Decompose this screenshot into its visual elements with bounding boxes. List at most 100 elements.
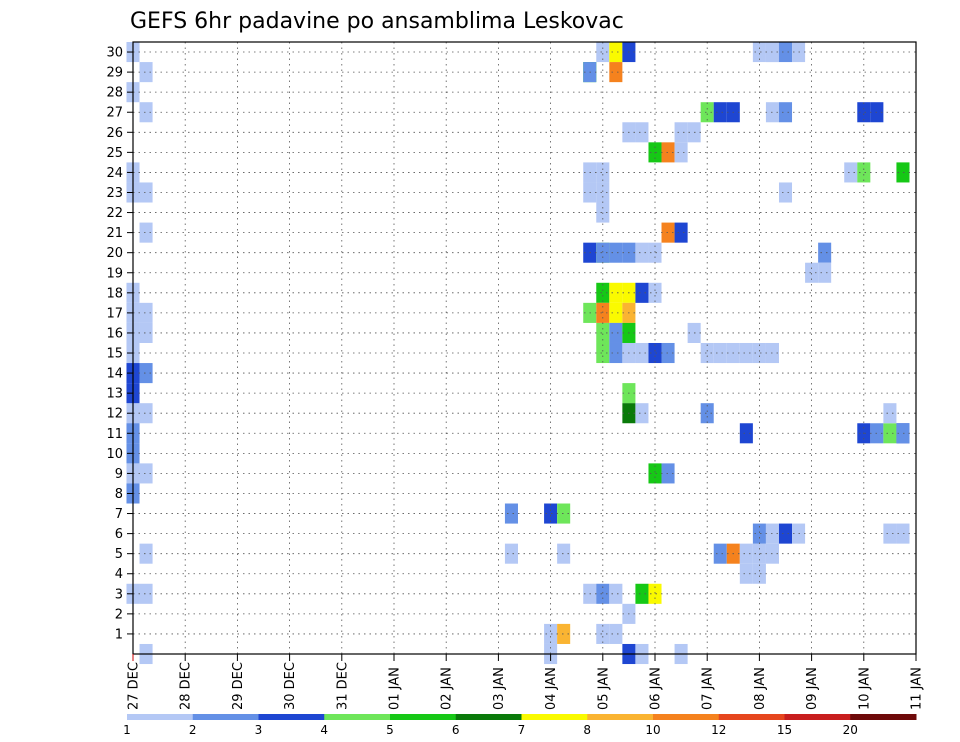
heatmap-cell [700, 403, 714, 424]
colorbar-swatch [324, 714, 391, 720]
heatmap-cell [139, 543, 153, 564]
y-tick-label: 7 [115, 507, 123, 522]
heatmap-cells [126, 42, 910, 665]
x-tick-label: 29 DEC [231, 662, 246, 710]
x-tick-label: 05 JAN [596, 667, 611, 710]
heatmap-cell [635, 583, 649, 604]
heatmap-cell [713, 543, 727, 564]
x-tick-label: 03 JAN [492, 667, 507, 710]
x-tick-label: 06 JAN [649, 667, 664, 710]
colorbar-label: 2 [189, 723, 197, 737]
heatmap-cell [739, 423, 753, 444]
heatmap-cell [596, 42, 610, 63]
heatmap-cell [635, 122, 649, 143]
heatmap-cell [778, 523, 793, 544]
heatmap-cell [609, 322, 623, 343]
heatmap-cell [635, 342, 649, 364]
x-tick-label: 02 JAN [440, 667, 455, 710]
heatmap-cell [609, 242, 623, 263]
y-tick-label: 28 [106, 86, 123, 101]
colorbar: 1 2 3 4 5 6 7 8 10 12 15 20 [123, 714, 917, 737]
x-tick-label: 07 JAN [701, 667, 716, 710]
colorbar-label: 3 [255, 723, 263, 737]
heatmap-cell [661, 463, 675, 484]
heatmap-cell [139, 583, 153, 604]
colorbar-label: 1 [123, 723, 131, 737]
colorbar-label: 8 [583, 723, 591, 737]
heatmap-cell [661, 342, 675, 364]
y-tick-label: 29 [106, 66, 123, 81]
heatmap-cell [596, 242, 610, 263]
y-tick-label: 6 [115, 527, 123, 542]
heatmap-cell [609, 623, 623, 644]
heatmap-cell [700, 102, 714, 123]
colorbar-label: 7 [518, 723, 526, 737]
heatmap-cell [596, 342, 610, 364]
y-tick-label: 10 [106, 447, 123, 462]
heatmap-cell [609, 282, 623, 303]
x-tick-label: 08 JAN [753, 667, 768, 710]
heatmap-cell [609, 42, 623, 63]
y-tick-label: 19 [106, 266, 123, 281]
heatmap-cell [139, 222, 153, 243]
colorbar-label: 15 [777, 723, 792, 737]
colorbar-label: 5 [386, 723, 394, 737]
y-tick-label: 16 [106, 326, 123, 341]
heatmap-cell [596, 583, 610, 604]
heatmap-cell [818, 242, 832, 263]
heatmap-cell [557, 623, 571, 644]
y-tick-label: 17 [106, 306, 123, 321]
heatmap-cell [739, 543, 753, 564]
heatmap-cell [752, 342, 766, 364]
heatmap-cell [596, 282, 610, 303]
heatmap-cell [778, 102, 793, 123]
colorbar-swatch [718, 714, 785, 720]
heatmap-cell [883, 523, 897, 544]
colorbar-swatch [192, 714, 259, 720]
heatmap-cell [139, 463, 153, 484]
x-tick-label: 10 JAN [857, 667, 872, 710]
y-tick-label: 25 [106, 146, 123, 161]
heatmap-cell [752, 42, 766, 63]
heatmap-cell [857, 162, 871, 183]
y-tick-label: 11 [106, 427, 123, 442]
colorbar-label: 20 [843, 723, 858, 737]
y-tick-label: 26 [106, 126, 123, 141]
colorbar-swatch [390, 714, 457, 720]
y-tick-label: 18 [106, 286, 123, 301]
y-tick-label: 4 [115, 567, 123, 582]
heatmap-cell [139, 102, 153, 123]
heatmap-cell [544, 503, 558, 524]
colorbar-label: 12 [711, 723, 726, 737]
heatmap-cell [648, 342, 662, 364]
heatmap-cell [661, 222, 675, 243]
heatmap-cell [700, 342, 714, 364]
heatmap-cell [557, 543, 571, 564]
heatmap-cell [139, 403, 153, 424]
x-tick-label: 01 JAN [388, 667, 403, 710]
heatmap-cell [609, 583, 623, 604]
heatmap-cell [557, 503, 571, 524]
y-tick-label: 3 [115, 587, 123, 602]
grid-lines [133, 42, 916, 654]
heatmap-cell [778, 42, 793, 63]
heatmap-cell [739, 342, 753, 364]
heatmap-cell [648, 242, 662, 263]
x-axis: 27 DEC 28 DEC 29 DEC 30 DEC 31 DEC 01 JAN 02 J… [127, 654, 925, 710]
heatmap-cell [635, 403, 649, 424]
heatmap-cell [596, 182, 610, 203]
heatmap-cell [544, 623, 558, 644]
plot-frame [132, 41, 917, 655]
heatmap-cell [752, 523, 766, 544]
y-tick-label: 30 [106, 46, 123, 61]
y-tick-label: 13 [106, 387, 123, 402]
heatmap-cell [778, 182, 793, 203]
heatmap-cell [504, 503, 518, 524]
y-tick-label: 1 [115, 627, 123, 642]
heatmap-cell [596, 623, 610, 644]
colorbar-swatch [521, 714, 588, 720]
chart-title: GEFS 6hr padavine po ansamblima Leskovac [130, 9, 624, 34]
x-tick-label: 30 DEC [283, 662, 298, 710]
colorbar-label: 4 [320, 723, 328, 737]
